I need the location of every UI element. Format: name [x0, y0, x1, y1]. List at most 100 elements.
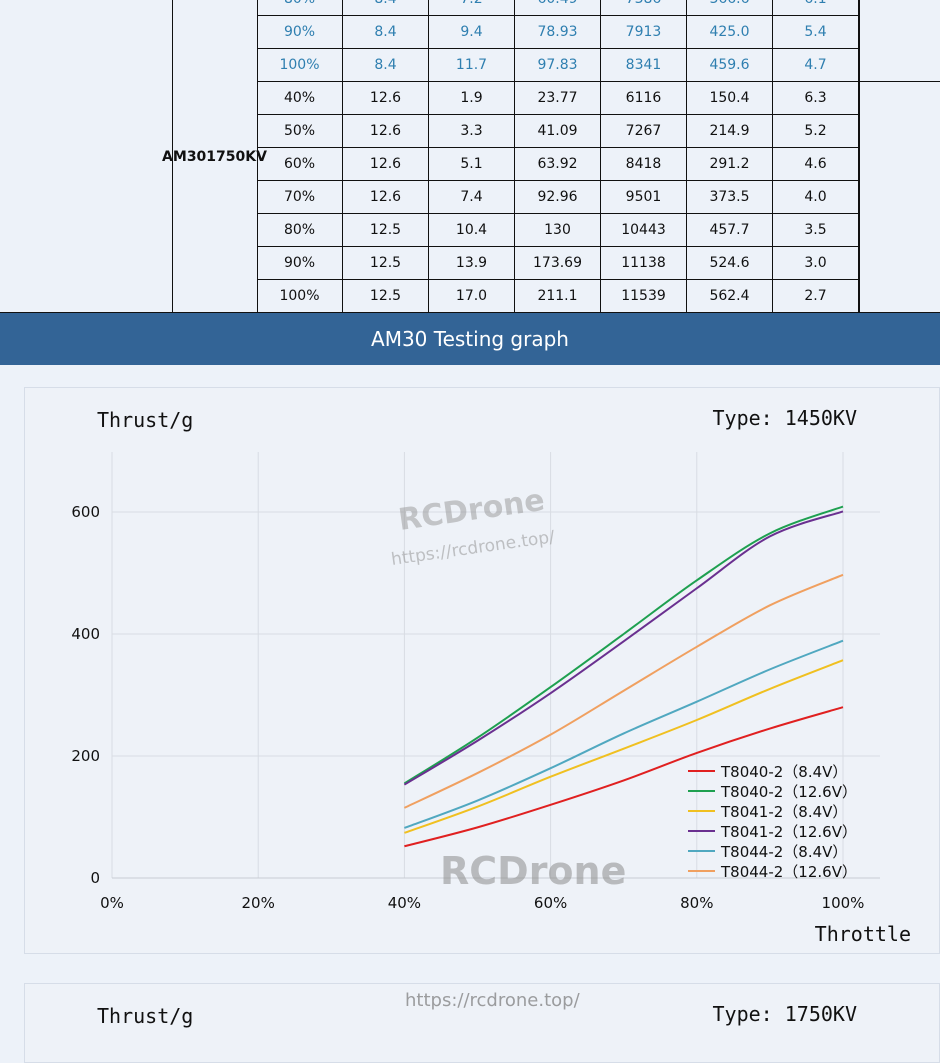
watermark-logo: RCDrone — [440, 849, 626, 893]
table-cell: 11138 — [601, 247, 687, 280]
y-tick-label: 600 — [71, 503, 100, 521]
y-axis-label-2: Thrust/g — [97, 1004, 194, 1028]
table-cell: 214.9 — [687, 115, 773, 148]
table-cell: 12.6 — [343, 181, 429, 214]
y-tick-label: 0 — [90, 869, 100, 887]
table-row: 60% 12.6 5.1 63.92 8418 291.2 4.6 — [257, 148, 859, 181]
legend-label: T8040-2（8.4V） — [720, 763, 847, 781]
legend-label: T8044-2（12.6V） — [720, 863, 857, 881]
table-cell: 12.6 — [343, 115, 429, 148]
table-cell: 3.0 — [773, 247, 859, 280]
table-cell: 4.7 — [773, 49, 859, 82]
legend-label: T8044-2（8.4V） — [720, 843, 847, 861]
table-cell: 5.1 — [429, 148, 515, 181]
model-label: AM30 1750KV — [162, 0, 267, 313]
x-tick-label: 20% — [242, 894, 275, 912]
table-cell: 60% — [257, 148, 343, 181]
table-cell: 524.6 — [687, 247, 773, 280]
model-name: AM30 — [162, 148, 207, 165]
y-tick-label: 200 — [71, 747, 100, 765]
watermark-url: https://rcdrone.top/ — [405, 990, 580, 1011]
table-cell: 60.49 — [515, 0, 601, 16]
table-cell: 70% — [257, 181, 343, 214]
table-row: 50% 12.6 3.3 41.09 7267 214.9 5.2 — [257, 115, 859, 148]
y-axis-label: Thrust/g — [97, 408, 194, 432]
legend-label: T8041-2（8.4V） — [720, 803, 847, 821]
type-label-2: Type: 1750KV — [712, 1002, 858, 1026]
series-line — [403, 505, 844, 785]
y-tick-label: 400 — [71, 625, 100, 643]
table-row: 40% 12.6 1.9 23.77 6116 150.4 6.3 — [257, 82, 859, 115]
table-cell: 12.5 — [343, 214, 429, 247]
table-row: 80%8.47.260.497386366.66.1 — [257, 0, 859, 16]
table-row: 90% 12.5 13.9 173.69 11138 524.6 3.0 — [257, 247, 859, 280]
table-cell: 366.6 — [687, 0, 773, 16]
table-border — [0, 312, 940, 313]
series-line — [404, 706, 844, 848]
x-tick-label: 0% — [100, 894, 124, 912]
table-row: 90% 8.4 9.4 78.93 7913 425.0 5.4 — [257, 16, 859, 49]
x-axis-label: Throttle — [814, 922, 911, 946]
table-cell: 10.4 — [429, 214, 515, 247]
x-tick-label: 40% — [388, 894, 421, 912]
table-cell: 11.7 — [429, 49, 515, 82]
table-cell: 1.9 — [429, 82, 515, 115]
table-cell: 12.5 — [343, 247, 429, 280]
watermark-logo: RCDrone — [396, 483, 547, 538]
table-cell: 8.4 — [343, 16, 429, 49]
table-cell: 9.4 — [429, 16, 515, 49]
table-cell: 80% — [257, 0, 343, 16]
table-cell: 41.09 — [515, 115, 601, 148]
table-cell: 8418 — [601, 148, 687, 181]
table-cell: 7913 — [601, 16, 687, 49]
table-cell: 6116 — [601, 82, 687, 115]
table-cell: 23.77 — [515, 82, 601, 115]
table-row: 100% 8.4 11.7 97.83 8341 459.6 4.7 — [257, 49, 859, 82]
type-label: Type: 1450KV — [712, 406, 858, 430]
table-cell: 100% — [257, 49, 343, 82]
table-cell: 8.4 — [343, 0, 429, 16]
table-row: 100% 12.5 17.0 211.1 11539 562.4 2.7 — [257, 280, 859, 313]
table-cell: 425.0 — [687, 16, 773, 49]
table-row: 70% 12.6 7.4 92.96 9501 373.5 4.0 — [257, 181, 859, 214]
table-cell: 7386 — [601, 0, 687, 16]
banner-title: AM30 Testing graph — [371, 327, 569, 351]
table-cell: 12.6 — [343, 148, 429, 181]
table-cell: 130 — [515, 214, 601, 247]
table-cell: 8.4 — [343, 49, 429, 82]
table-border — [172, 0, 173, 330]
x-tick-label: 100% — [822, 894, 865, 912]
table-cell: 6.3 — [773, 82, 859, 115]
table-cell: 8341 — [601, 49, 687, 82]
table-cell: 291.2 — [687, 148, 773, 181]
table-cell: 459.6 — [687, 49, 773, 82]
table-cell: 7267 — [601, 115, 687, 148]
table-border — [859, 81, 940, 82]
table-cell: 6.1 — [773, 0, 859, 16]
table-cell: 3.3 — [429, 115, 515, 148]
series-line — [403, 573, 844, 809]
section-banner: AM30 Testing graph — [0, 313, 940, 365]
table-cell: 90% — [257, 16, 343, 49]
table-cell: 12.6 — [343, 82, 429, 115]
table-cell: 90% — [257, 247, 343, 280]
series-line — [403, 510, 844, 786]
table-cell: 373.5 — [687, 181, 773, 214]
table-cell: 50% — [257, 115, 343, 148]
series-line — [404, 659, 844, 834]
table-cell: 13.9 — [429, 247, 515, 280]
table-cell: 4.6 — [773, 148, 859, 181]
legend-label: T8040-2（12.6V） — [720, 783, 857, 801]
table-cell: 3.5 — [773, 214, 859, 247]
table-cell: 7.4 — [429, 181, 515, 214]
table-cell: 150.4 — [687, 82, 773, 115]
table-cell: 10443 — [601, 214, 687, 247]
x-tick-label: 60% — [534, 894, 567, 912]
table-cell: 7.2 — [429, 0, 515, 16]
table-border — [257, 0, 258, 330]
table-cell: 78.93 — [515, 16, 601, 49]
table-cell: 173.69 — [515, 247, 601, 280]
table-cell: 40% — [257, 82, 343, 115]
table-cell: 92.96 — [515, 181, 601, 214]
